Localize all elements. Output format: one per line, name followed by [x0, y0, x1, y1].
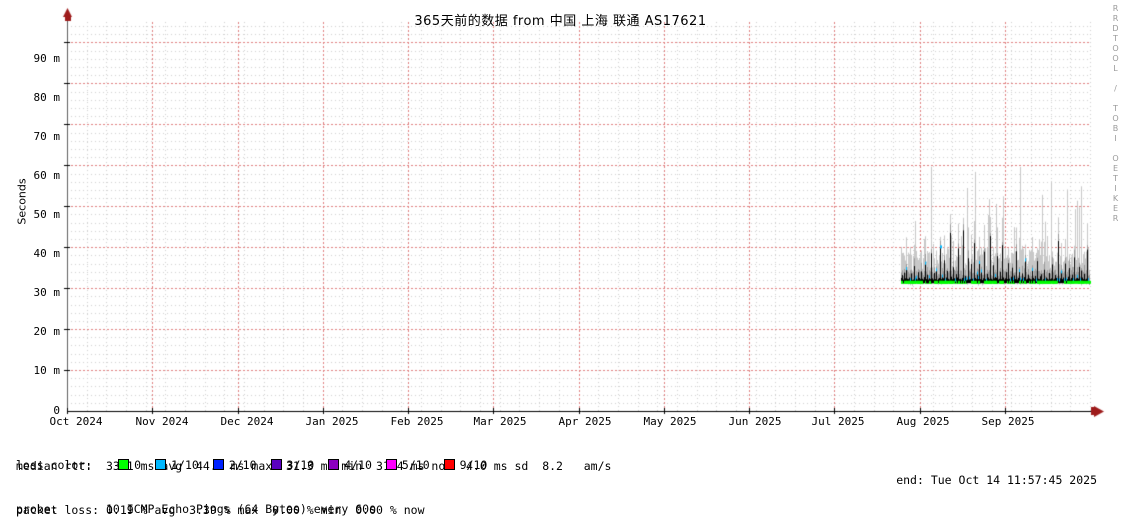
legend-item-4: 4/10	[328, 458, 372, 472]
probe-line: probe: 10 ICMP Echo Pings (64 Bytes) eve…	[16, 502, 377, 516]
page-title: 365天前的数据 from 中国 上海 联通 AS17621	[414, 14, 707, 29]
legend-item-3: 3/10	[270, 458, 315, 472]
x-tick: May 2025	[643, 415, 697, 428]
loss-color-legend: loss color: 0 1/10 2/10 3/10 4/10 5/10 9…	[16, 458, 501, 472]
y-tick: 10 m	[33, 364, 61, 377]
x-tick: Jul 2025	[811, 415, 865, 428]
legend-label: 5/10	[401, 458, 430, 472]
legend-label: 3/10	[286, 458, 315, 472]
y-tick: 80 m	[33, 91, 61, 104]
x-tick: Mar 2025	[473, 415, 527, 428]
x-tick: Dec 2024	[220, 415, 274, 428]
y-tick: 60 m	[33, 169, 61, 182]
swatch-icon	[270, 459, 282, 470]
y-axis-ticks: 90 m 80 m 70 m 60 m 50 m 40 m 30 m 20 m …	[0, 0, 61, 420]
y-tick: 0	[53, 404, 60, 417]
x-tick: Jun 2025	[728, 415, 782, 428]
legend-label: 2/10	[228, 458, 257, 472]
legend-label: 1/10	[171, 458, 199, 472]
median-rtt-line: median rtt: 33.1 ms avg 44.1 ms max 31.3…	[16, 459, 612, 473]
legend-label: 0	[134, 458, 142, 472]
x-tick: Jan 2025	[305, 415, 359, 428]
y-tick: 20 m	[33, 325, 61, 338]
x-tick: Sep 2025	[981, 415, 1035, 428]
legend-label: 4/10	[344, 458, 372, 472]
end-timestamp: end: Tue Oct 14 11:57:45 2025	[896, 473, 1097, 487]
legend-item-2: 2/10	[212, 458, 257, 472]
legend-item-0: 0	[118, 458, 141, 472]
swatch-icon	[118, 459, 130, 470]
x-tick: Apr 2025	[558, 415, 612, 428]
y-tick: 90 m	[33, 52, 61, 65]
swatch-icon	[328, 459, 340, 470]
swatch-icon	[155, 459, 167, 470]
rrdtool-watermark: RRDTOOL / TOBI OETIKER	[1111, 4, 1120, 224]
legend-item-1: 1/10	[155, 458, 199, 472]
rrd-graph-canvas	[0, 0, 1121, 494]
y-tick: 70 m	[33, 130, 61, 143]
swatch-icon	[443, 459, 455, 470]
x-tick: Oct 2024	[49, 415, 103, 428]
x-tick: Aug 2025	[896, 415, 950, 428]
loss-color-label: loss color:	[16, 458, 93, 472]
legend-label: 9/10	[459, 458, 488, 472]
y-tick: 40 m	[33, 247, 61, 260]
y-tick: 50 m	[33, 208, 61, 221]
probe-line-wrap: probe: 10 ICMP Echo Pings (64 Bytes) eve…	[16, 473, 376, 531]
x-tick: Feb 2025	[390, 415, 444, 428]
swatch-icon	[385, 459, 397, 470]
x-tick: Nov 2024	[135, 415, 189, 428]
legend-item-6: 9/10	[443, 458, 488, 472]
swatch-icon	[212, 459, 224, 470]
y-tick: 30 m	[33, 286, 61, 299]
legend-item-5: 5/10	[385, 458, 430, 472]
